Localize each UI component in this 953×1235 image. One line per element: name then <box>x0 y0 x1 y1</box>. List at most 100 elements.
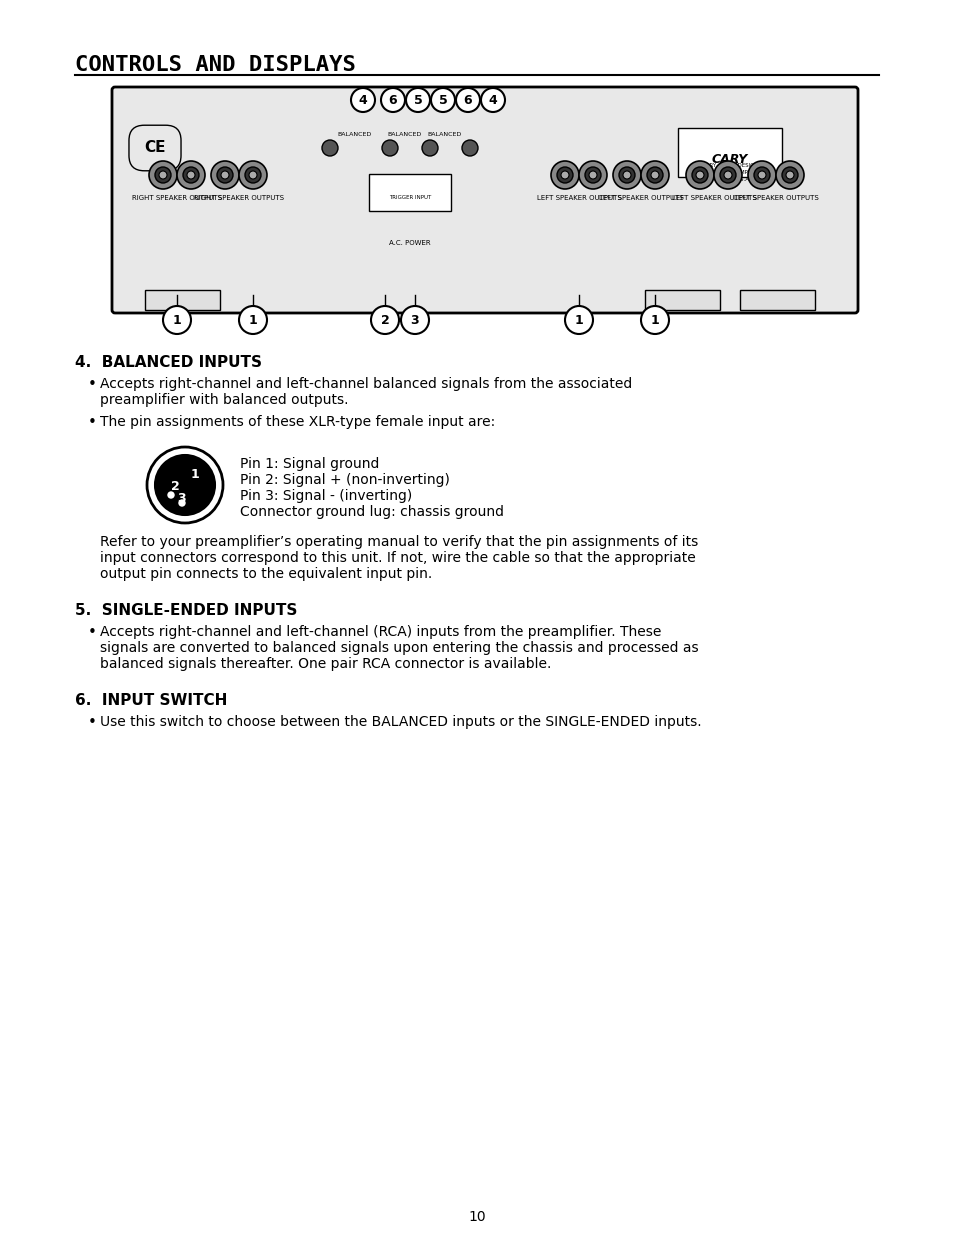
Circle shape <box>149 161 177 189</box>
Text: 1: 1 <box>249 314 257 326</box>
Circle shape <box>245 167 261 183</box>
Text: Use this switch to choose between the BALANCED inputs or the SINGLE-ENDED inputs: Use this switch to choose between the BA… <box>100 715 700 729</box>
Text: CAA 1 POWER AMPLIFIER: CAA 1 POWER AMPLIFIER <box>695 170 763 175</box>
Circle shape <box>775 161 803 189</box>
Text: CONTROLS AND DISPLAYS: CONTROLS AND DISPLAYS <box>75 56 355 75</box>
Text: BALANCED: BALANCED <box>337 132 372 137</box>
Circle shape <box>551 161 578 189</box>
Text: CARY AUDIO DESIGN: CARY AUDIO DESIGN <box>701 163 758 168</box>
Text: balanced signals thereafter. One pair RCA connector is available.: balanced signals thereafter. One pair RC… <box>100 657 551 671</box>
Circle shape <box>187 170 194 179</box>
Text: Accepts right-channel and left-channel (RCA) inputs from the preamplifier. These: Accepts right-channel and left-channel (… <box>100 625 660 638</box>
Circle shape <box>640 306 668 333</box>
Text: CARY: CARY <box>711 153 747 165</box>
Text: 4: 4 <box>488 94 497 106</box>
Circle shape <box>177 161 205 189</box>
FancyBboxPatch shape <box>678 128 781 177</box>
Bar <box>740 290 814 310</box>
Text: BALANCED: BALANCED <box>388 132 421 137</box>
Circle shape <box>640 161 668 189</box>
Text: LEFT SPEAKER OUTPUTS: LEFT SPEAKER OUTPUTS <box>733 195 818 201</box>
Text: The pin assignments of these XLR-type female input are:: The pin assignments of these XLR-type fe… <box>100 415 495 429</box>
Circle shape <box>147 447 223 522</box>
Text: Connector ground lug: chassis ground: Connector ground lug: chassis ground <box>240 505 503 519</box>
Circle shape <box>400 306 429 333</box>
Circle shape <box>168 492 173 498</box>
Text: TRIGGER INPUT: TRIGGER INPUT <box>389 195 431 200</box>
Circle shape <box>322 140 337 156</box>
Text: 5.  SINGLE-ENDED INPUTS: 5. SINGLE-ENDED INPUTS <box>75 603 297 618</box>
Circle shape <box>211 161 239 189</box>
Circle shape <box>557 167 573 183</box>
Text: A.C. POWER: A.C. POWER <box>389 240 431 246</box>
FancyBboxPatch shape <box>112 86 857 312</box>
Text: •: • <box>88 415 97 430</box>
Circle shape <box>650 170 659 179</box>
Text: CE: CE <box>144 141 166 156</box>
Text: 5: 5 <box>414 94 422 106</box>
Text: LEFT SPEAKER OUTPUTS: LEFT SPEAKER OUTPUTS <box>671 195 756 201</box>
Text: Pin 3: Signal - (inverting): Pin 3: Signal - (inverting) <box>240 489 412 503</box>
Circle shape <box>584 167 600 183</box>
Circle shape <box>723 170 731 179</box>
Text: RIGHT SPEAKER OUTPUTS: RIGHT SPEAKER OUTPUTS <box>132 195 222 201</box>
Circle shape <box>613 161 640 189</box>
Circle shape <box>421 140 437 156</box>
Text: 6.  INPUT SWITCH: 6. INPUT SWITCH <box>75 693 227 708</box>
Text: 4.  BALANCED INPUTS: 4. BALANCED INPUTS <box>75 354 262 370</box>
Circle shape <box>159 170 167 179</box>
Text: LEFT SPEAKER OUTPUTS: LEFT SPEAKER OUTPUTS <box>598 195 682 201</box>
Text: Refer to your preamplifier’s operating manual to verify that the pin assignments: Refer to your preamplifier’s operating m… <box>100 535 698 582</box>
Circle shape <box>720 167 735 183</box>
Circle shape <box>239 161 267 189</box>
Circle shape <box>456 88 479 112</box>
Circle shape <box>758 170 765 179</box>
Circle shape <box>351 88 375 112</box>
Text: MADE IN U.S.A.: MADE IN U.S.A. <box>708 177 750 182</box>
Text: BALANCED: BALANCED <box>428 132 461 137</box>
Text: 6: 6 <box>463 94 472 106</box>
Circle shape <box>578 161 606 189</box>
Bar <box>145 290 220 310</box>
Circle shape <box>560 170 568 179</box>
Circle shape <box>588 170 597 179</box>
Text: RIGHT SPEAKER OUTPUTS: RIGHT SPEAKER OUTPUTS <box>193 195 284 201</box>
Text: Accepts right-channel and left-channel balanced signals from the associated: Accepts right-channel and left-channel b… <box>100 377 632 391</box>
Circle shape <box>622 170 630 179</box>
Text: preamplifier with balanced outputs.: preamplifier with balanced outputs. <box>100 393 348 408</box>
Text: 1: 1 <box>191 468 199 482</box>
Circle shape <box>618 167 635 183</box>
Circle shape <box>781 167 797 183</box>
Circle shape <box>216 167 233 183</box>
Circle shape <box>431 88 455 112</box>
Circle shape <box>461 140 477 156</box>
Circle shape <box>249 170 256 179</box>
Bar <box>644 290 720 310</box>
Text: •: • <box>88 625 97 640</box>
FancyBboxPatch shape <box>369 174 451 211</box>
Text: Pin 2: Signal + (non-inverting): Pin 2: Signal + (non-inverting) <box>240 473 450 487</box>
Text: 4: 4 <box>358 94 367 106</box>
Text: LEFT SPEAKER OUTPUTS: LEFT SPEAKER OUTPUTS <box>536 195 620 201</box>
Text: •: • <box>88 377 97 391</box>
Circle shape <box>685 161 713 189</box>
Text: 6: 6 <box>388 94 396 106</box>
Text: 2: 2 <box>380 314 389 326</box>
Text: 1: 1 <box>650 314 659 326</box>
Circle shape <box>753 167 769 183</box>
Text: Pin 1: Signal ground: Pin 1: Signal ground <box>240 457 379 471</box>
Circle shape <box>371 306 398 333</box>
Circle shape <box>646 167 662 183</box>
Circle shape <box>747 161 775 189</box>
Text: 1: 1 <box>172 314 181 326</box>
Text: 10: 10 <box>468 1210 485 1224</box>
Circle shape <box>239 306 267 333</box>
Circle shape <box>713 161 741 189</box>
Circle shape <box>183 167 199 183</box>
Circle shape <box>163 306 191 333</box>
Circle shape <box>696 170 703 179</box>
Text: •: • <box>88 715 97 730</box>
Text: 3: 3 <box>410 314 419 326</box>
Circle shape <box>380 88 405 112</box>
Circle shape <box>221 170 229 179</box>
